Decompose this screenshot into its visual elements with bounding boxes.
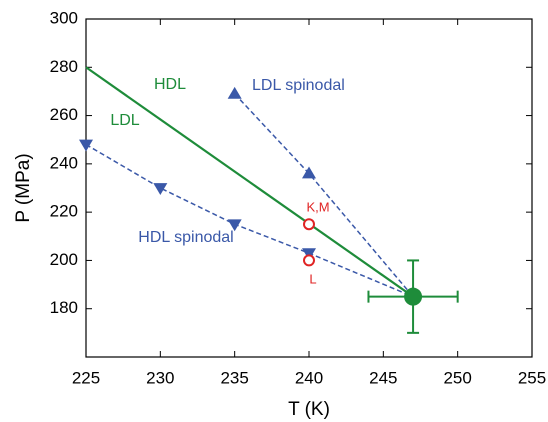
y-axis-label: P (MPa) [13,153,34,222]
spinodal-marker [153,183,168,195]
x-tick-label: 245 [369,368,397,387]
state-point [303,254,315,267]
spinodal-marker [79,139,93,152]
y-tick-label: 280 [50,57,78,76]
spinodal-marker [302,166,316,179]
x-tick-label: 230 [146,368,174,387]
spinodal-marker [227,219,242,232]
plot-frame [85,18,533,358]
x-tick-label: 250 [443,368,471,387]
x-tick-label: 240 [295,368,323,387]
y-tick-label: 240 [50,153,78,172]
annotation: HDL spinodal [138,229,233,246]
y-tick-label: 300 [50,8,78,27]
annotation: LDL [110,112,139,129]
x-tick-label: 225 [72,368,100,387]
critical-point [404,287,423,306]
spinodal-line [234,93,414,298]
coexistence-line [85,66,414,298]
annotation: HDL [154,76,186,93]
spinodal-line [85,143,414,298]
x-tick-label: 255 [518,368,546,387]
y-tick-label: 220 [50,202,78,221]
x-tick-label: 235 [220,368,248,387]
annotation: K,M [306,199,329,214]
y-tick-label: 180 [50,298,78,317]
spinodal-marker [302,248,316,261]
state-point [303,218,315,231]
y-tick-label: 260 [50,105,78,124]
x-axis-label: T (K) [288,399,330,420]
annotation: LDL spinodal [252,77,345,94]
annotation: L [309,271,316,286]
y-tick-label: 200 [50,250,78,269]
spinodal-marker [227,86,242,99]
